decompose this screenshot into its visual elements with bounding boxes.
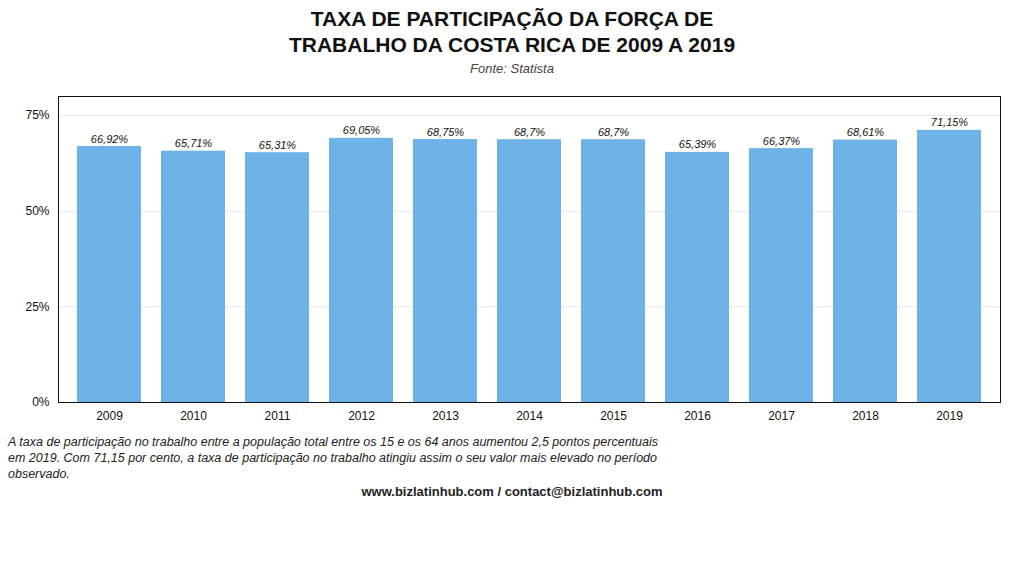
svg-text:2010: 2010 xyxy=(180,409,207,423)
svg-text:2011: 2011 xyxy=(265,409,291,423)
svg-text:2014: 2014 xyxy=(516,409,543,423)
svg-text:25%: 25% xyxy=(25,299,49,313)
html-text:Fonte: Statista: Fonte: Statista xyxy=(470,60,554,76)
svg-text:68,75%: 68,75% xyxy=(427,125,465,137)
svg-text:71,15%: 71,15% xyxy=(931,116,969,128)
svg-text:69,05%: 69,05% xyxy=(343,124,381,136)
svg-text:75%: 75% xyxy=(25,108,49,122)
svg-text:2018: 2018 xyxy=(852,409,879,423)
html-text:A taxa de participação no trab: A taxa de participação no trabalho entre… xyxy=(8,434,658,481)
svg-text:2017: 2017 xyxy=(768,409,795,423)
svg-text:2013: 2013 xyxy=(432,409,459,423)
svg-text:65,39%: 65,39% xyxy=(679,138,717,150)
svg-text:2012: 2012 xyxy=(348,409,375,423)
html-text:www.bizlatinhub.com / contact@: www.bizlatinhub.com / contact@bizlatinhu… xyxy=(361,484,663,500)
svg-text:2019: 2019 xyxy=(936,409,963,423)
svg-text:66,37%: 66,37% xyxy=(763,134,801,146)
svg-text:65,31%: 65,31% xyxy=(259,138,297,150)
svg-text:65,71%: 65,71% xyxy=(175,137,213,149)
svg-text:66,92%: 66,92% xyxy=(91,132,129,144)
html-text:TAXA DE PARTICIPAÇÃO DA FORÇA: TAXA DE PARTICIPAÇÃO DA FORÇA DE TRABALH… xyxy=(288,7,736,57)
svg-text:68,7%: 68,7% xyxy=(598,125,629,137)
svg-text:2015: 2015 xyxy=(600,409,627,423)
svg-text:68,61%: 68,61% xyxy=(847,126,885,138)
svg-text:0%: 0% xyxy=(32,395,50,409)
svg-text:2009: 2009 xyxy=(96,409,123,423)
svg-text:2016: 2016 xyxy=(684,409,711,423)
svg-text:50%: 50% xyxy=(25,204,49,218)
svg-text:68,7%: 68,7% xyxy=(514,125,545,137)
